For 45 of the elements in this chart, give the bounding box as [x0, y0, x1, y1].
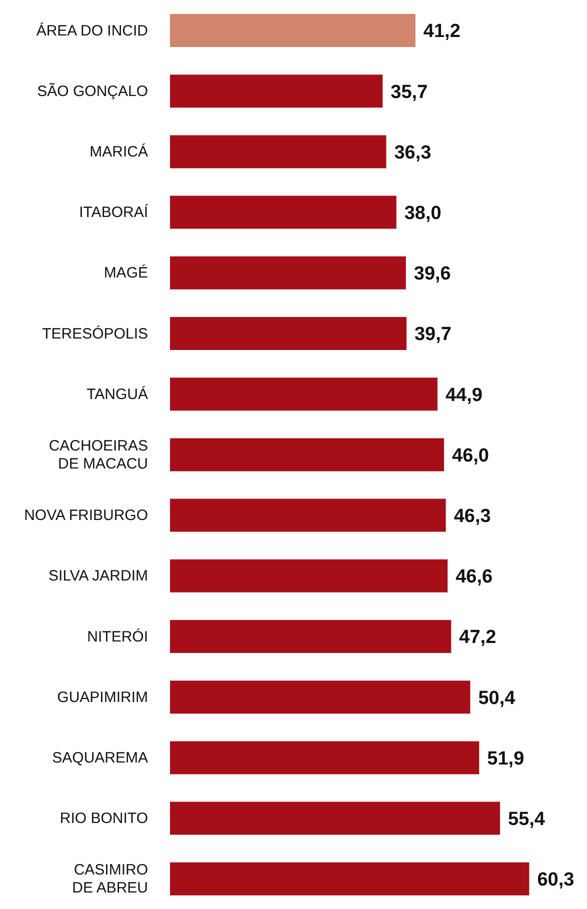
bar — [170, 378, 438, 411]
y-tick-label: TERESÓPOLIS — [42, 324, 148, 342]
data-label: 39,7 — [414, 324, 452, 346]
y-tick-label: SILVA JARDIM — [48, 568, 148, 585]
data-label: 46,0 — [452, 445, 490, 466]
bar — [170, 559, 448, 592]
y-tick-label: SAQUAREMA — [52, 750, 148, 766]
bar — [170, 802, 500, 835]
y-tick-label: RIO BONITO — [60, 810, 148, 828]
data-label: 46,3 — [454, 506, 491, 528]
bar — [170, 862, 530, 896]
y-tick-label: MAGÉ — [104, 264, 148, 282]
data-label: 44,9 — [445, 384, 482, 406]
y-tick-label: MARICÁ — [90, 142, 148, 160]
data-label: 41,2 — [423, 21, 460, 42]
bar — [170, 14, 416, 47]
bar — [170, 256, 406, 290]
bar — [170, 741, 480, 774]
y-tick-label: GUAPIMIRIM — [57, 688, 148, 706]
y-tick-label: CASIMIRO DE ABREU — [72, 862, 148, 897]
data-label: 35,7 — [390, 82, 428, 103]
bar — [170, 135, 386, 168]
bar — [170, 438, 444, 472]
data-label: 47,2 — [459, 627, 496, 648]
y-tick-label: NOVA FRIBURGO — [24, 507, 148, 524]
y-tick-label: CACHOEIRAS DE MACACU — [48, 438, 148, 472]
bar — [170, 317, 406, 350]
data-label: 38,0 — [404, 203, 442, 224]
bar — [170, 196, 396, 229]
y-tick-label: SÃO GONÇALO — [37, 82, 148, 100]
data-label: 36,3 — [394, 142, 432, 164]
y-tick-label: ÁREA DO INCID — [36, 21, 148, 40]
bar — [170, 74, 383, 108]
data-label: 60,3 — [537, 870, 574, 891]
data-label: 50,4 — [478, 688, 516, 709]
data-label: 39,6 — [414, 264, 451, 285]
bar — [170, 498, 446, 532]
data-label: 46,6 — [456, 566, 493, 588]
data-label: 55,4 — [508, 809, 546, 830]
y-tick-label: ITABORAÍ — [79, 203, 149, 222]
bar — [170, 680, 470, 714]
data-label: 51,9 — [487, 748, 524, 770]
y-tick-label: TANGUÁ — [86, 384, 148, 403]
bar — [170, 620, 452, 653]
y-tick-label: NITERÓI — [87, 627, 148, 646]
